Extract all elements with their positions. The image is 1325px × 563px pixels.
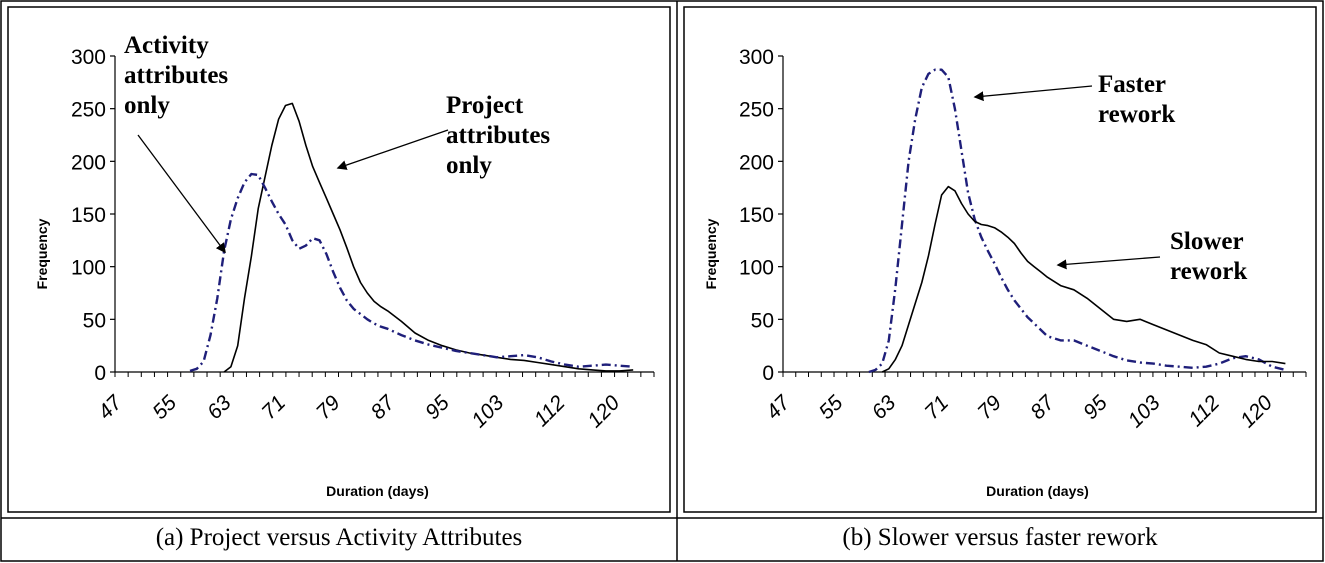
annotation-label: Slower [1170, 228, 1244, 255]
x-tick-label: 112 [1184, 391, 1224, 431]
y-tick-label: 300 [739, 46, 774, 69]
x-tick-label: 47 [762, 390, 796, 424]
annotation-label: Activity [124, 32, 209, 59]
y-tick-label: 250 [71, 99, 106, 122]
series-line-slower-rework [881, 185, 1286, 373]
y-tick-label: 50 [751, 309, 774, 332]
y-tick-label: 100 [71, 257, 106, 280]
x-tick-label: 95 [1079, 391, 1112, 424]
chart-panel-b: 0 50 100 150 200 250 300 47 55 63 71 79 87 95 103 112 12… [703, 46, 1307, 499]
annotation-arrow [973, 85, 1093, 102]
y-tick-label: 100 [739, 257, 774, 280]
x-tick-label: 47 [94, 390, 128, 424]
x-tick-label: 71 [257, 391, 290, 424]
annotation-label: Project [446, 92, 524, 119]
y-tick-label: 0 [762, 362, 774, 385]
x-tick-label: 87 [366, 390, 400, 424]
y-tick-label: 50 [83, 309, 106, 332]
annotation-label: rework [1170, 258, 1247, 285]
x-tick-label: 63 [203, 391, 236, 424]
y-tick-label: 150 [739, 204, 774, 227]
x-tick-label: 112 [530, 391, 570, 431]
x-tick-label: 103 [1124, 391, 1165, 432]
x-tick-label: 79 [973, 391, 1006, 424]
annotation-label: Faster [1098, 71, 1166, 98]
y-tick-label: 250 [739, 99, 774, 122]
x-tick-label: 55 [815, 391, 848, 424]
x-tick-label: 79 [312, 391, 345, 424]
annotation-label: attributes [124, 62, 228, 89]
y-tick-label: 300 [71, 46, 106, 69]
x-axis-title: Duration (days) [986, 483, 1089, 499]
annotation-label: only [124, 92, 170, 119]
annotation-arrow [137, 134, 226, 254]
annotation-arrow [336, 129, 449, 170]
x-tick-label: 120 [583, 391, 624, 432]
y-axis-title: Frequency [34, 218, 50, 289]
x-tick-label: 71 [920, 391, 953, 424]
series-line-faster-rework [868, 68, 1286, 374]
annotation-arrow [1056, 256, 1161, 270]
annotation-label: rework [1098, 101, 1175, 128]
y-tick-label: 0 [94, 362, 106, 385]
y-tick-label: 150 [71, 204, 106, 227]
y-tick-label: 200 [739, 151, 774, 174]
x-tick-label: 103 [467, 391, 508, 432]
x-tick-label: 120 [1236, 391, 1277, 432]
x-axis-title: Duration (days) [326, 483, 429, 499]
y-tick-label: 200 [71, 151, 106, 174]
y-axis-title: Frequency [703, 218, 719, 289]
x-tick-label: 55 [148, 391, 181, 424]
x-tick-label: 63 [868, 391, 901, 424]
chart-panel-a: 0 50 100 150 200 250 300 47 55 63 71 79 87 95 103 112 12… [34, 32, 655, 499]
x-tick-label: 87 [1026, 390, 1060, 424]
caption-panel-a: (a) Project versus Activity Attributes [155, 524, 523, 551]
annotation-label: attributes [446, 122, 550, 149]
caption-panel-b: (b) Slower versus faster rework [842, 524, 1158, 551]
series-line-project-attributes-only [223, 102, 634, 373]
x-tick-label: 95 [421, 391, 454, 424]
annotation-label: only [446, 152, 492, 179]
series-line-activity-attributes-only [189, 172, 634, 373]
